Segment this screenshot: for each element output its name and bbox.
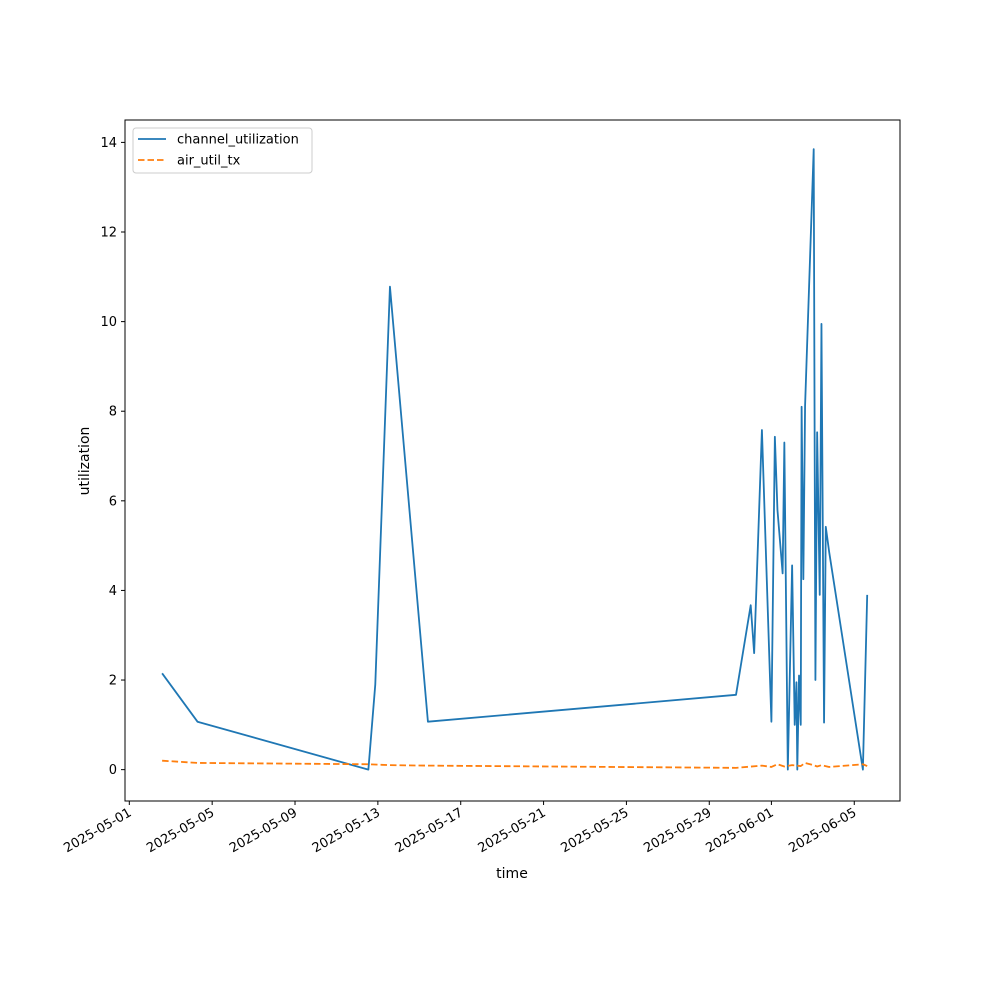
legend-box bbox=[132, 127, 313, 174]
y-tick-label: 12 bbox=[100, 226, 117, 241]
y-tick-label: 10 bbox=[100, 315, 117, 330]
y-axis-label: utilization bbox=[77, 427, 93, 496]
y-tick-label: 2 bbox=[109, 674, 117, 689]
x-axis-label: time bbox=[496, 866, 528, 882]
y-tick-label: 14 bbox=[100, 136, 117, 151]
series-line-channel-utilization bbox=[161, 148, 869, 771]
legend: channel_utilization air_util_tx bbox=[132, 127, 313, 174]
series-line-air-util-tx bbox=[162, 759, 868, 769]
y-tick-label: 0 bbox=[109, 763, 117, 778]
y-axis: 0 2 4 6 8 10 12 14 bbox=[100, 136, 125, 778]
y-tick-label: 4 bbox=[109, 584, 117, 599]
legend-label-air-util-tx: air_util_tx bbox=[177, 154, 241, 169]
legend-label-channel-utilization: channel_utilization bbox=[177, 133, 299, 148]
plot-frame bbox=[124, 119, 901, 802]
y-tick-label: 6 bbox=[109, 494, 117, 509]
series-layer bbox=[161, 148, 869, 771]
y-tick-label: 8 bbox=[109, 405, 117, 420]
